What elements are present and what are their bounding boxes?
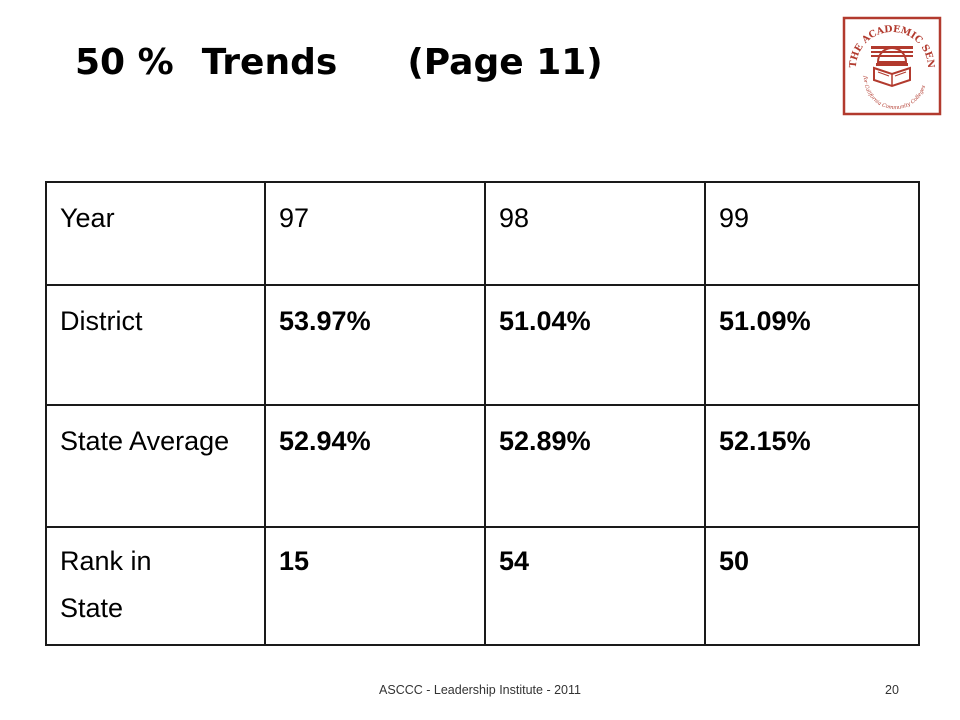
logo-text-top: THE ACADEMIC SENATE: [842, 16, 936, 69]
trends-table: Year 97 98 99 District 53.97% 51.04% 51.…: [45, 181, 920, 646]
table-cell: 97: [264, 181, 486, 286]
slide-footer: ASCCC - Leadership Institute - 2011: [379, 683, 581, 697]
row-label-line: State: [60, 593, 124, 624]
row-label-district: District: [45, 284, 266, 406]
table-row: District 53.97% 51.04% 51.09%: [45, 284, 920, 406]
table-cell: 51.04%: [484, 284, 706, 406]
title-trends: Trends: [201, 42, 338, 83]
title-page-ref: (Page 11): [407, 42, 603, 83]
table-row: State Average 52.94% 52.89% 52.15%: [45, 404, 920, 528]
table-cell: 54: [484, 526, 706, 646]
row-label-year: Year: [45, 181, 266, 286]
page-number: 20: [885, 683, 899, 697]
row-label-rank-in-state: Rank in State: [45, 526, 266, 646]
table-cell: 15: [264, 526, 486, 646]
table-cell: 50: [704, 526, 920, 646]
table-cell: 52.94%: [264, 404, 486, 528]
table-cell: 98: [484, 181, 706, 286]
table-cell: 51.09%: [704, 284, 920, 406]
table-cell: 99: [704, 181, 920, 286]
row-label-state-average: State Average: [45, 404, 266, 528]
logo-text-bottom: for California Community Colleges: [862, 75, 927, 111]
slide-title: 50 % Trends (Page 11): [75, 42, 603, 83]
table-row: Rank in State 15 54 50: [45, 526, 920, 646]
title-percent: 50 %: [75, 42, 174, 83]
table-cell: 52.89%: [484, 404, 706, 528]
table-cell: 52.15%: [704, 404, 920, 528]
row-label-line: Rank in: [60, 546, 152, 576]
table-row: Year 97 98 99: [45, 181, 920, 286]
academic-senate-logo: THE ACADEMIC SENATE for California Commu…: [842, 16, 942, 116]
table-cell: 53.97%: [264, 284, 486, 406]
logo-emblem-icon: [871, 46, 913, 88]
